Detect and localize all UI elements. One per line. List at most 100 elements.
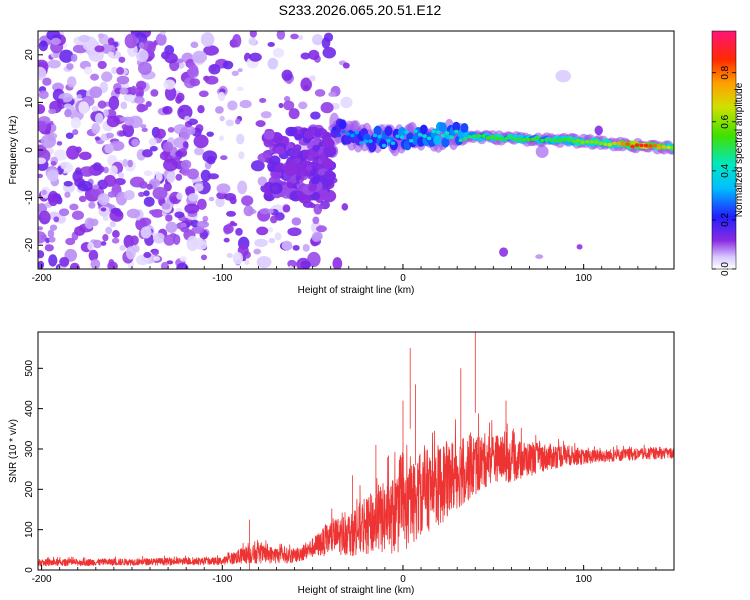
heatmap-cell bbox=[236, 133, 245, 145]
heatmap-cell bbox=[179, 126, 191, 141]
heatmap-cell bbox=[179, 256, 187, 262]
heatmap-cell bbox=[431, 129, 436, 134]
heatmap-cell bbox=[89, 86, 103, 99]
heatmap-cell bbox=[78, 195, 87, 203]
heatmap-cell bbox=[305, 164, 313, 172]
heatmap-cell bbox=[499, 247, 509, 257]
heatmap-cell bbox=[485, 136, 491, 140]
heatmap-cell bbox=[166, 171, 176, 183]
heatmap-cell bbox=[557, 138, 563, 143]
heatmap-cell bbox=[135, 80, 147, 91]
heatmap-cell bbox=[109, 165, 118, 177]
heatmap-cell bbox=[38, 231, 47, 244]
heatmap-cell bbox=[535, 254, 544, 259]
heatmap-cell bbox=[153, 256, 161, 262]
heatmap-cell bbox=[198, 90, 209, 98]
heatmap-cell bbox=[594, 140, 599, 144]
heatmap-cell bbox=[161, 202, 171, 210]
bottom-x-tick-label: 0 bbox=[400, 574, 406, 585]
heatmap-cell bbox=[503, 137, 509, 141]
heatmap-cell bbox=[103, 174, 117, 187]
heatmap-cell bbox=[336, 133, 342, 138]
heatmap-cell bbox=[539, 138, 545, 143]
colorbar-tick-label: 0.6 bbox=[720, 114, 731, 128]
heatmap-cell bbox=[148, 209, 159, 215]
heatmap-cell bbox=[160, 31, 166, 36]
heatmap-cell bbox=[141, 127, 148, 133]
top-y-tick-label: 0 bbox=[24, 147, 35, 153]
heatmap-cell bbox=[223, 237, 230, 243]
heatmap-cell bbox=[139, 104, 149, 112]
heatmap-cell bbox=[404, 130, 409, 134]
heatmap-cell bbox=[166, 260, 174, 265]
heatmap-cell bbox=[140, 124, 147, 129]
heatmap-cell bbox=[64, 191, 71, 198]
heatmap-cell bbox=[232, 251, 244, 265]
heatmap-cell bbox=[275, 146, 285, 155]
heatmap-cell bbox=[134, 96, 145, 104]
heatmap-cell bbox=[225, 119, 234, 127]
heatmap-cell bbox=[283, 96, 291, 102]
heatmap-cell bbox=[38, 157, 47, 165]
top-x-axis-label: Height of straight line (km) bbox=[298, 285, 415, 296]
heatmap-cell bbox=[164, 52, 178, 64]
heatmap-cell bbox=[200, 32, 215, 47]
heatmap-cell bbox=[152, 232, 165, 244]
heatmap-cell bbox=[377, 134, 382, 139]
heatmap-cell bbox=[197, 105, 205, 114]
heatmap-cell bbox=[436, 130, 441, 134]
heatmap-cell bbox=[70, 53, 78, 62]
heatmap-cell bbox=[116, 66, 125, 75]
heatmap-cell bbox=[119, 116, 128, 122]
heatmap-cell bbox=[259, 97, 267, 103]
heatmap-cell bbox=[286, 182, 294, 189]
heatmap-cell bbox=[311, 176, 320, 185]
heatmap-cell bbox=[512, 137, 518, 142]
heatmap-cell bbox=[318, 153, 327, 161]
heatmap-cell bbox=[44, 244, 54, 252]
heatmap-cell bbox=[175, 58, 184, 64]
heatmap-cell bbox=[298, 193, 307, 201]
heatmap-cell bbox=[146, 183, 153, 190]
colorbar-tick-label: 0.2 bbox=[720, 213, 731, 227]
heatmap-cell bbox=[48, 254, 58, 267]
heatmap-cell bbox=[298, 35, 304, 41]
heatmap-cell bbox=[219, 115, 225, 122]
heatmap-cell bbox=[118, 56, 126, 63]
heatmap-cell bbox=[576, 138, 581, 143]
heatmap-cell bbox=[97, 33, 104, 39]
heatmap-cell bbox=[670, 145, 674, 150]
heatmap-cell bbox=[309, 75, 316, 82]
heatmap-cell bbox=[237, 180, 248, 195]
heatmap-cell bbox=[226, 252, 233, 259]
heatmap-cell bbox=[92, 162, 102, 172]
heatmap-cell bbox=[310, 191, 321, 201]
heatmap-cell bbox=[58, 208, 70, 217]
heatmap-cell bbox=[90, 73, 99, 81]
heatmap-cell bbox=[193, 183, 204, 192]
heatmap-cell bbox=[419, 124, 428, 135]
heatmap-cell bbox=[138, 42, 145, 49]
heatmap-cell bbox=[78, 34, 91, 43]
heatmap-cell bbox=[281, 240, 293, 251]
heatmap-cell bbox=[328, 91, 337, 97]
heatmap-cell bbox=[398, 126, 407, 137]
heatmap-cell bbox=[137, 61, 152, 75]
heatmap-cell bbox=[77, 180, 93, 192]
heatmap-cell bbox=[237, 68, 243, 73]
heatmap-cell bbox=[639, 143, 644, 148]
heatmap-cell bbox=[625, 142, 631, 146]
heatmap-cell bbox=[155, 128, 167, 139]
heatmap-cell bbox=[175, 207, 183, 212]
heatmap-cell bbox=[341, 129, 346, 134]
heatmap-cell bbox=[386, 138, 391, 143]
heatmap-cell bbox=[87, 241, 95, 251]
top-x-tick-label: -200 bbox=[32, 273, 52, 284]
heatmap-cell bbox=[292, 244, 300, 251]
heatmap-cell bbox=[125, 246, 136, 260]
colorbar-tick-label: 0.4 bbox=[720, 163, 731, 177]
heatmap-cell bbox=[553, 138, 558, 143]
heatmap-cell bbox=[276, 31, 286, 40]
heatmap-cell bbox=[107, 191, 116, 198]
